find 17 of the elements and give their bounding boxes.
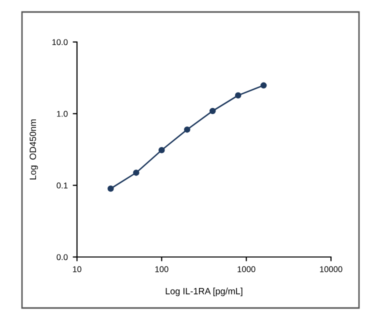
- y-axis-title: Log OD450nm: [30, 119, 38, 180]
- x-tick-label: 10: [73, 266, 82, 272]
- y-tick-label: 0.1: [56, 182, 68, 188]
- point: [108, 185, 114, 192]
- point: [235, 92, 242, 98]
- x-tick-label: 1000: [238, 266, 256, 272]
- x-tick-label: 100: [155, 266, 168, 272]
- x-axis-title: Log IL-1RA [pg/mL]: [166, 288, 242, 296]
- point: [158, 146, 165, 154]
- y-tick-label: 0.0: [56, 254, 68, 260]
- point: [260, 82, 267, 89]
- point: [210, 108, 216, 114]
- point: [133, 170, 140, 176]
- point: [184, 126, 190, 133]
- y-tick-label: 1.0: [57, 110, 68, 117]
- x-tick-label: 10000: [320, 266, 342, 272]
- y-tick-label: 10.0: [52, 39, 68, 46]
